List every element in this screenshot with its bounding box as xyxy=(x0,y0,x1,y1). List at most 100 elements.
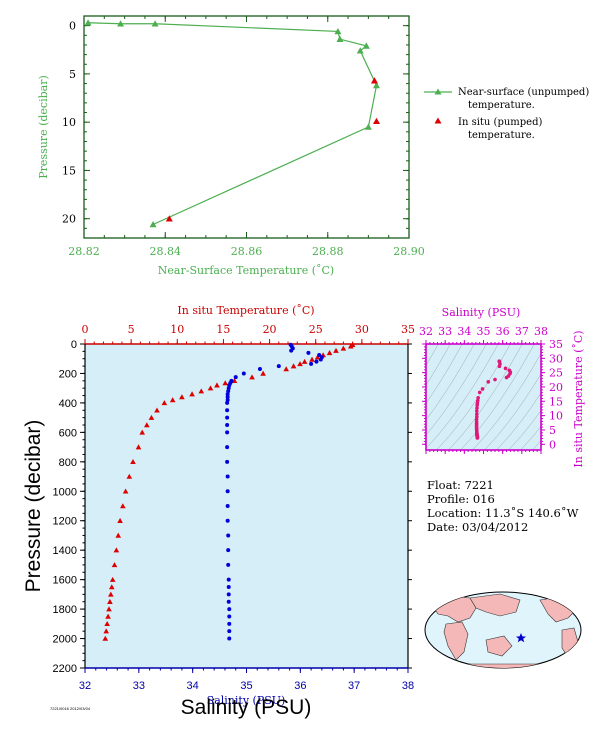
pumped-temperature-point xyxy=(373,117,380,125)
world-map xyxy=(424,591,582,669)
ts-temperature-tick-label: 5 xyxy=(549,424,556,437)
ts-plot-area xyxy=(426,344,541,450)
unpumped-temperature-point xyxy=(336,35,344,42)
ts-point xyxy=(474,415,479,419)
temperature-profile-point xyxy=(139,429,146,435)
temperature-profile-point xyxy=(130,459,136,465)
float-location: Location: 11.3˚S 140.6˚W xyxy=(427,506,579,520)
density-contour-line xyxy=(426,344,499,449)
legend-pumped-line2: temperature. xyxy=(468,130,535,141)
salinity-profile-point xyxy=(225,423,230,427)
salinity-profile-point xyxy=(314,359,319,364)
near-surface-x-axis-label: Near-Surface Temperature (˚C) xyxy=(158,264,334,277)
temperature-profile-point xyxy=(333,347,339,353)
profile-number: Profile: 016 xyxy=(427,492,495,506)
near-surface-series-line xyxy=(88,22,378,226)
legend-entry-unpumped: Near-surface (unpumped) temperature. xyxy=(458,87,592,111)
salinity-profile-point xyxy=(225,400,230,405)
salinity-tick-label: 33 xyxy=(133,680,145,692)
ts-salinity-tick-label: 35 xyxy=(477,325,491,338)
pressure-tick-label: 0 xyxy=(71,339,77,351)
salinity-profile-point xyxy=(226,533,231,538)
temperature-profile-point xyxy=(103,628,110,634)
temperature-profile-point xyxy=(290,363,297,369)
temperature-profile-point xyxy=(161,400,168,406)
legend-pumped-line1: In situ (pumped) xyxy=(458,117,542,128)
temperature-profile-point xyxy=(135,444,142,450)
float-info-block: Float: 7221 Profile: 016 Location: 11.3˚… xyxy=(427,478,579,534)
temperature-profile-point xyxy=(314,354,321,360)
temperature-profile-point xyxy=(113,547,120,553)
legend-triangle-green xyxy=(434,88,442,95)
pressure-tick-label: 2000 xyxy=(53,634,77,646)
ts-temperature-tick-label: 10 xyxy=(549,410,563,423)
temperature-profile-point xyxy=(108,591,114,597)
pressure-tick-label: 1200 xyxy=(53,516,77,528)
temperature-profile-point xyxy=(179,394,185,400)
salinity-profile-point xyxy=(289,348,294,353)
salinity-tick-label: 38 xyxy=(402,680,414,692)
temperature-profile-point xyxy=(214,382,220,388)
temperature-tick-label: 10 xyxy=(170,323,184,336)
near-surface-plot-frame xyxy=(83,15,410,239)
ts-point xyxy=(497,364,502,369)
temperature-tick-label: 30 xyxy=(355,323,369,336)
near-surface-marks xyxy=(84,19,380,228)
salinity-profile-point xyxy=(225,392,230,397)
pressure-tick-label: 1000 xyxy=(53,486,77,498)
temperature-profile-point xyxy=(326,350,333,356)
pressure-tick-label: 200 xyxy=(59,368,77,380)
salinity-profile-point xyxy=(226,592,231,597)
ts-salinity-tick-label: 37 xyxy=(515,325,529,338)
ts-point xyxy=(475,436,480,440)
temperature-profile-point xyxy=(169,397,176,403)
unpumped-temperature-point xyxy=(362,42,370,49)
temperature-tick-label: 35 xyxy=(401,323,415,336)
ts-point xyxy=(477,390,482,395)
salinity-profile-point xyxy=(225,430,230,435)
near-surface-y-axis-label: Pressure (decibar) xyxy=(37,75,50,178)
salinity-tick-label: 34 xyxy=(187,680,199,692)
ts-temperature-tick-label: 25 xyxy=(549,367,563,380)
salinity-axis-label-small: Salinity (PSU) xyxy=(207,694,286,707)
salinity-profile-point xyxy=(225,445,230,450)
temperature-profile-point xyxy=(117,517,123,523)
unpumped-temperature-point xyxy=(117,20,125,27)
pressure-tick-label: 800 xyxy=(59,457,77,469)
salinity-profile-point xyxy=(306,350,311,355)
temperature-profile-point xyxy=(109,576,116,582)
temperature-profile-point xyxy=(144,422,150,428)
temperature-profile-point xyxy=(301,358,308,364)
unpumped-temperature-point xyxy=(356,47,364,54)
density-contour-line xyxy=(426,344,463,404)
temperature-profile-point xyxy=(260,370,266,376)
ts-marks xyxy=(474,359,513,440)
salinity-profile-point xyxy=(227,614,232,619)
salinity-profile-point xyxy=(227,636,232,641)
ts-salinity-tick-label: 36 xyxy=(496,325,510,338)
near-surface-ticks: 28.82 28.84 28.86 28.88 28.90 0 5 10 15 20 xyxy=(62,16,425,258)
pressure-tick-label: 1800 xyxy=(53,604,77,616)
ts-point xyxy=(504,375,509,380)
ts-temperature-tick-label: 0 xyxy=(549,438,556,451)
ts-point xyxy=(476,396,480,400)
unpumped-temperature-point xyxy=(84,19,92,26)
unpumped-temperature-point xyxy=(334,27,342,35)
temperature-profile-point xyxy=(120,503,126,509)
temperature-tick-label: 15 xyxy=(216,323,230,336)
salinity-tick-label: 35 xyxy=(240,680,252,692)
salinity-profile-point xyxy=(225,489,230,494)
salinity-profile-point xyxy=(309,361,314,366)
profile-ticks: 0200400600800100012001400160018002000220… xyxy=(53,323,415,692)
salinity-tick-label: 32 xyxy=(79,680,91,692)
salinity-profile-point xyxy=(226,585,231,589)
ts-salinity-axis-label: Salinity (PSU) xyxy=(442,306,521,319)
temperature-profile-point xyxy=(309,356,315,362)
temperature-profile-point xyxy=(148,414,155,420)
temperature-profile-point xyxy=(207,385,214,391)
salinity-profile-point xyxy=(233,375,238,380)
near-surface-x-tick-label: 28.90 xyxy=(393,245,425,258)
salinity-profile-point xyxy=(226,562,231,567)
salinity-profile-point xyxy=(276,364,281,369)
